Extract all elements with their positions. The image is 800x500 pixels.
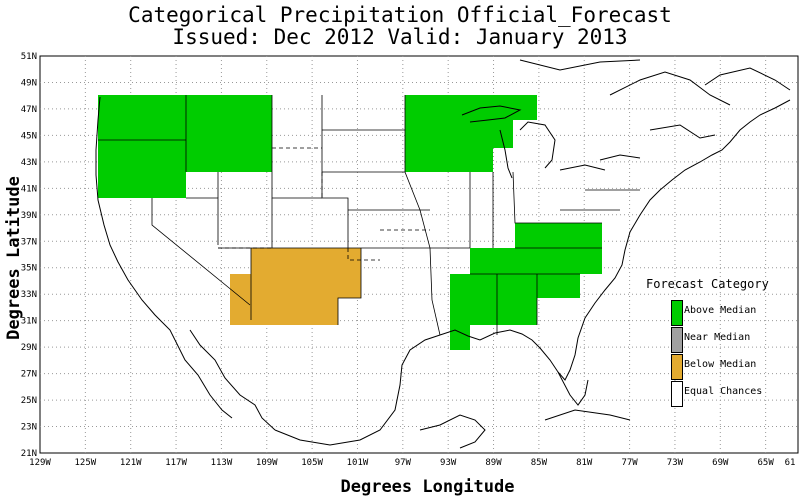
- region-upper-midwest: [405, 95, 537, 172]
- lon-tick-label: 89W: [485, 458, 502, 468]
- lat-tick-label: 45N: [21, 131, 37, 141]
- great-lakes: [461, 105, 641, 179]
- lon-tick-label: 69W: [712, 458, 729, 468]
- map-title: Categorical Precipitation Official_Forec…: [128, 3, 672, 27]
- lat-tick-label: 47N: [21, 105, 37, 115]
- lat-tick-label: 21N: [21, 449, 37, 459]
- lat-tick-label: 25N: [21, 396, 37, 406]
- region-southwest: [230, 248, 361, 325]
- x-axis-label: Degrees Longitude: [340, 477, 515, 497]
- lon-tick-label: 105W: [301, 458, 323, 468]
- lon-tick-label: 85W: [531, 458, 548, 468]
- lon-tick-label: 121W: [120, 458, 142, 468]
- region-northwest: [98, 95, 272, 198]
- lat-tick-label: 35N: [21, 264, 37, 274]
- legend-swatch: [671, 354, 683, 380]
- lon-tick-label: 65W: [758, 458, 775, 468]
- coastlines: [95, 59, 791, 449]
- legend-swatch: [671, 327, 683, 353]
- lat-tick-label: 37N: [21, 237, 37, 247]
- lat-tick-label: 31N: [21, 317, 37, 327]
- legend-title: Forecast Category: [646, 277, 769, 291]
- legend-swatch: [671, 300, 683, 326]
- legend-swatch: [671, 381, 683, 407]
- lon-tick-label: 93W: [440, 458, 457, 468]
- lat-tick-label: 43N: [21, 158, 37, 168]
- lon-tick-label: 129W: [29, 458, 51, 468]
- lon-tick-label: 61: [785, 458, 796, 468]
- lon-tick-label: 117W: [165, 458, 187, 468]
- lat-tick-label: 49N: [21, 78, 37, 88]
- lon-tick-label: 125W: [75, 458, 97, 468]
- legend-label: Above Median: [684, 305, 757, 316]
- legend-label: Near Median: [684, 332, 751, 343]
- lon-tick-label: 97W: [395, 458, 412, 468]
- lat-tick-label: 41N: [21, 184, 37, 194]
- lon-tick-label: 77W: [621, 458, 638, 468]
- axis-ticks: 21N 23N 25N 27N 29N 31N 33N 35N 37N 39N 41N 43N 45N 4…: [21, 52, 796, 468]
- map-subtitle: Issued: Dec 2012 Valid: January 2013: [172, 25, 628, 49]
- legend-label: Equal Chances: [684, 386, 763, 397]
- lon-tick-label: 73W: [667, 458, 684, 468]
- lat-tick-label: 23N: [21, 423, 37, 433]
- plot-frame: [39, 55, 799, 454]
- lat-tick-label: 51N: [21, 52, 37, 62]
- dashed-borders: [218, 147, 430, 261]
- region-southeast: [450, 223, 602, 350]
- legend-label: Below Median: [684, 359, 757, 370]
- lon-tick-label: 101W: [347, 458, 369, 468]
- state-borders: [98, 95, 640, 336]
- above-median-regions: [98, 95, 602, 350]
- lon-tick-label: 109W: [256, 458, 278, 468]
- lon-tick-label: 81W: [576, 458, 593, 468]
- below-median-regions: [230, 248, 361, 325]
- lat-tick-label: 29N: [21, 343, 37, 353]
- lat-tick-label: 33N: [21, 290, 37, 300]
- lat-tick-label: 27N: [21, 370, 37, 380]
- lat-tick-label: 39N: [21, 211, 37, 221]
- lon-tick-label: 113W: [211, 458, 233, 468]
